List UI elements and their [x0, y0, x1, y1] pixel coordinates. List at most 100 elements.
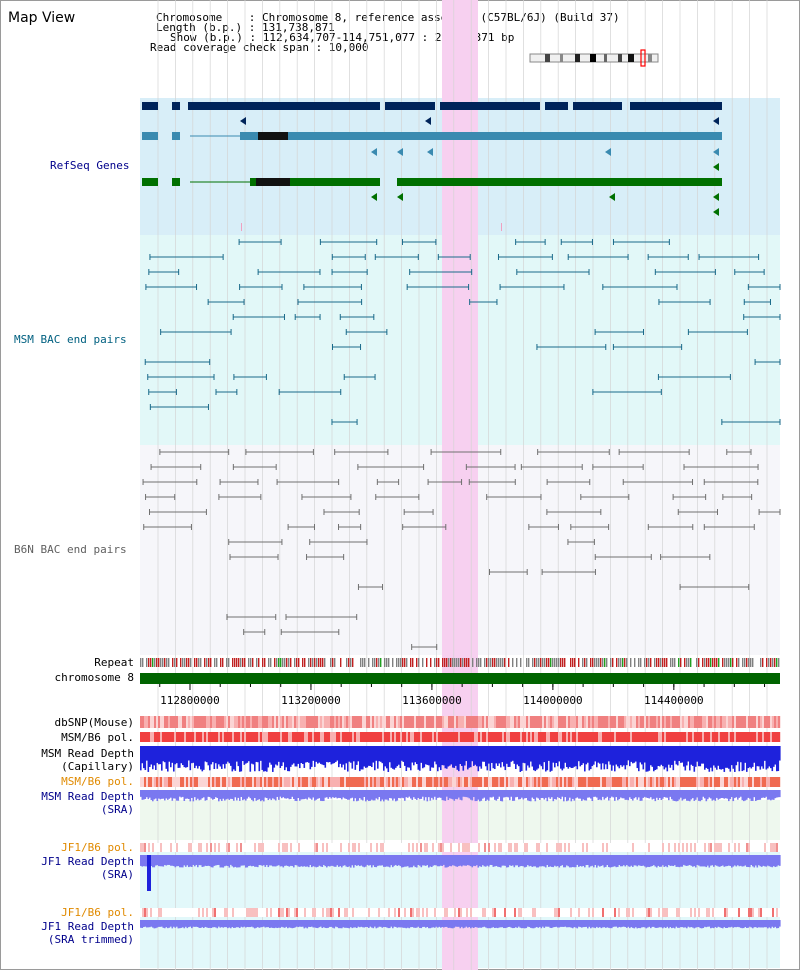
- msm-depth-sra-bar: [357, 790, 360, 801]
- jf1-b6-pol-cell: [536, 843, 539, 852]
- jf1-depth-trim-bar: [627, 920, 630, 927]
- msm-depth-sra-bar: [770, 790, 772, 801]
- jf1-depth-trim-bar: [549, 920, 552, 928]
- jf1-depth-trim-bar: [450, 920, 453, 929]
- jf1-depth-sra-bar: [729, 855, 732, 866]
- msm-depth-sra-bar: [675, 790, 678, 802]
- jf1-depth-trim-bar: [186, 920, 189, 929]
- refseq-genes-label[interactable]: RefSeq Genes: [50, 159, 130, 172]
- msm-b6-pol-2-cell: [740, 777, 743, 787]
- jf1-depth-sra-bar: [144, 855, 147, 867]
- msm-depth-sra-bar: [260, 790, 262, 802]
- dbsnp-cell: [688, 716, 691, 728]
- jf1-depth-sra-bar: [534, 855, 537, 867]
- msm-b6-pol-cell: [492, 732, 495, 742]
- jf1-b6-pol-2-cell: [438, 908, 441, 917]
- msm-depth-cap-bar: [330, 746, 333, 765]
- msm-depth-sra-bar: [606, 790, 609, 797]
- jf1-b6-pol-cell: [500, 843, 503, 852]
- jf1-depth-sra-bar: [639, 855, 642, 866]
- msm-depth-sra-bar: [500, 790, 502, 802]
- jf1-b6-pol-cell: [394, 843, 397, 852]
- jf1-depth-trim-bar: [471, 920, 474, 928]
- dbsnp-cell: [252, 716, 255, 728]
- jf1-depth-trim-bar: [476, 920, 478, 928]
- jf1-b6-pol-cell: [168, 843, 171, 852]
- msm-depth-cap-bar: [279, 746, 282, 769]
- msm-depth-cap-bar: [426, 746, 429, 765]
- msm-depth-sra-bar: [581, 790, 583, 801]
- jf1-b6-pol-2-cell: [426, 908, 429, 917]
- jf1-depth-sra-bar: [164, 855, 166, 866]
- jf1-b6-pol-cell: [498, 843, 501, 852]
- repeat-mark: [340, 658, 342, 667]
- dbsnp-cell: [244, 716, 247, 728]
- msm-depth-cap-bar: [767, 746, 769, 769]
- repeat-mark: [294, 658, 296, 667]
- msm-depth-sra-bar: [293, 790, 295, 800]
- jf1-b6-pol-2-cell: [640, 908, 643, 917]
- jf1-depth-trim-bar: [662, 920, 664, 929]
- jf1-depth-trim-bar: [237, 920, 240, 928]
- msm-depth-sra-bar: [698, 790, 700, 801]
- jf1-depth-sra-bar: [671, 855, 673, 866]
- msm-depth-cap-bar: [777, 746, 780, 772]
- jf1-b6-pol-2-cell: [242, 908, 245, 917]
- msm-depth-cap-bar: [249, 746, 252, 772]
- repeat-mark: [490, 658, 492, 667]
- msm-depth-sra-bar: [389, 790, 391, 798]
- jf1-b6-pol-2-cell: [348, 908, 351, 917]
- jf1-b6-pol-cell: [148, 843, 151, 852]
- jf1-depth-trim-bar: [675, 920, 678, 927]
- jf1-depth-sra-bar: [224, 855, 226, 867]
- msm-b6-pol-cell: [156, 732, 159, 742]
- msm-depth-sra-bar: [680, 790, 682, 798]
- msm-b6-pol-2-cell: [360, 777, 363, 787]
- msm-depth-sra-bar: [566, 790, 568, 802]
- jf1-depth-sra-bar: [693, 855, 696, 867]
- jf1-depth-sra-bar: [279, 855, 282, 867]
- jf1-depth-sra-bar: [474, 855, 477, 867]
- jf1-depth-sra-bar: [746, 855, 748, 867]
- jf1-depth-sra-bar: [527, 855, 529, 866]
- msm-depth-cap-bar: [365, 746, 367, 768]
- jf1-depth-sra-bar: [165, 855, 168, 866]
- msm-b6-pol-cell: [166, 732, 169, 742]
- repeat-mark: [528, 658, 530, 667]
- repeat-mark: [456, 658, 458, 667]
- b6n-bac-label[interactable]: B6N BAC end pairs: [14, 543, 127, 556]
- jf1-depth-sra-bar: [423, 855, 426, 866]
- jf1-depth-trim-bar: [165, 920, 168, 928]
- repeat-mark: [250, 658, 252, 667]
- repeat-mark: [468, 658, 470, 667]
- msm-depth-cap-bar: [183, 746, 186, 768]
- jf1-depth-trim-bar: [644, 920, 646, 928]
- msm-depth-sra-bar: [452, 790, 454, 800]
- jf1-b6-pol-2-cell: [430, 908, 433, 917]
- jf1-b6-pol-2-cell: [240, 908, 243, 917]
- dbsnp-cell: [214, 716, 217, 728]
- jf1-depth-trim-bar: [213, 920, 216, 928]
- msm-depth-cap-bar: [182, 746, 184, 766]
- jf1-b6-pol-cell: [728, 843, 731, 852]
- dbsnp-cell: [598, 716, 601, 728]
- msm-b6-pol-2-cell: [660, 777, 663, 787]
- dbsnp-cell: [410, 716, 413, 728]
- msm-b6-pol-2-cell: [184, 777, 187, 787]
- jf1-b6-pol-cell: [654, 843, 657, 852]
- jf1-depth-trim-bar: [720, 920, 723, 928]
- msm-depth-cap-bar: [596, 746, 598, 768]
- jf1-b6-pol-2-cell: [278, 908, 281, 917]
- msm-depth-sra-bar: [623, 790, 625, 799]
- msm-depth-cap-bar: [324, 746, 327, 768]
- jf1-depth-sra-bar: [756, 855, 759, 868]
- msm-bac-label[interactable]: MSM BAC end pairs: [14, 333, 127, 346]
- jf1-depth-trim-bar: [315, 920, 318, 928]
- msm-b6-pol-cell: [214, 732, 217, 742]
- jf1-b6-pol-cell: [216, 843, 219, 852]
- dbsnp-cell: [312, 716, 315, 728]
- msm-b6-pol-cell: [646, 732, 649, 742]
- msm-b6-pol-cell: [688, 732, 691, 742]
- repeat-mark: [710, 658, 712, 667]
